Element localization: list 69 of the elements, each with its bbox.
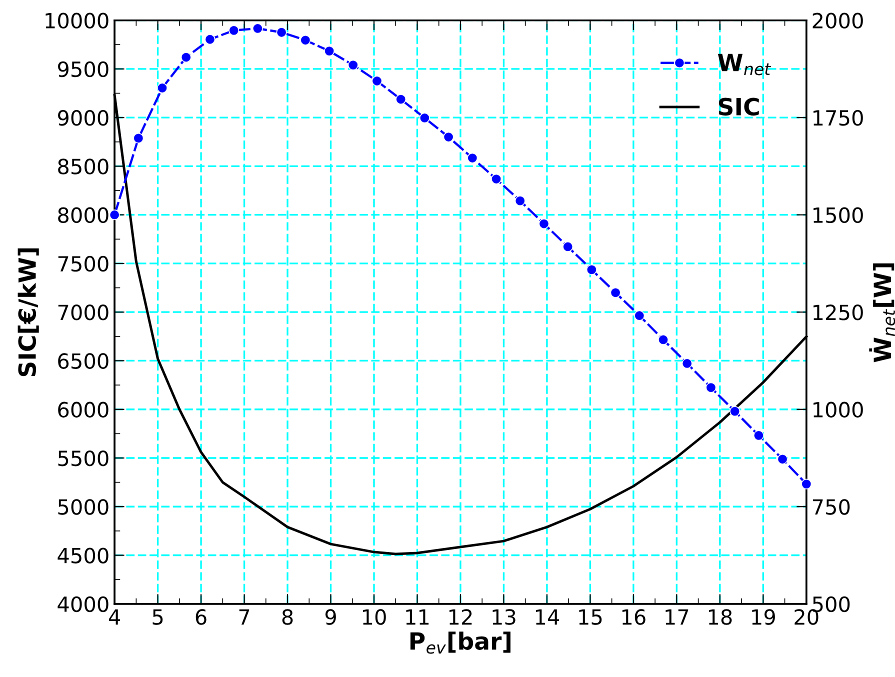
point [801,478,812,490]
y-tick-label: 8000 [58,207,108,224]
y-tick-label: 9000 [58,110,108,126]
y2-tick-label: 1750 [814,110,863,126]
point [777,454,788,464]
point [491,174,502,184]
y2-tick-label: 750 [812,499,850,515]
x-tick-label: 16 [622,609,646,625]
x-tick-label: 10 [363,609,386,625]
x-tick-label: 6 [196,609,206,625]
point [276,27,287,38]
point [396,94,406,105]
y2-tick-label: 2000 [812,12,863,29]
y-tick-label: 10000 [46,12,108,29]
y-tick-label: 4000 [58,596,108,612]
x-tick-label: 17 [666,609,688,625]
point [467,152,478,164]
y2-tick-label: 1250 [814,304,863,320]
y-axis-title: SIC[€/kW] [18,248,39,376]
y-tick-label: 6500 [58,353,108,369]
point [109,210,120,220]
x-tick-label: 15 [579,609,602,625]
y-tick-label: 6000 [58,402,108,418]
point [156,82,168,94]
point [348,60,358,70]
x-tick-label: 11 [406,609,429,625]
point [514,196,526,206]
point [634,310,645,321]
point [133,132,144,144]
y-tick-label: 8500 [58,158,108,174]
point [372,76,382,86]
y2-tick-label: 1000 [814,402,863,418]
y-tick-label: 9500 [58,61,108,78]
x-tick-label: 4 [108,609,120,625]
legend-label: SIC [718,98,759,116]
y-tick-label: 7500 [58,256,108,272]
x-tick-label: 13 [492,609,516,625]
point [682,358,692,369]
point [324,46,335,56]
x-tick-label: 5 [152,609,163,625]
y2-axis-title: Ẇ$_{net}$[W] [869,263,895,362]
x-tick-label: 7 [239,609,250,625]
y-tick-label: 5000 [58,499,108,515]
point [658,334,669,345]
y-tick-label: 5500 [58,450,108,466]
x-tick-label: 14 [536,609,560,625]
x-tick-label: 12 [450,609,472,625]
point [730,406,740,417]
point [180,52,192,63]
x-tick-label: 8 [282,609,293,625]
point [586,264,597,275]
x-tick-label: 9 [325,609,336,625]
point [562,241,574,252]
point [706,382,716,393]
point [443,132,454,142]
point [753,430,764,441]
point [300,34,311,46]
y2-tick-label: 1500 [814,207,863,224]
y-tick-label: 7000 [58,304,108,320]
y-tick-label: 4500 [58,548,108,564]
point [610,287,621,298]
point [204,34,216,45]
x-tick-label: 18 [708,609,732,625]
x-tick-label: 19 [752,609,775,625]
x-axis-title: P$_{ev}$[bar] [410,632,510,654]
point [252,23,263,34]
point [228,25,240,36]
point [419,112,430,124]
point [538,218,550,230]
